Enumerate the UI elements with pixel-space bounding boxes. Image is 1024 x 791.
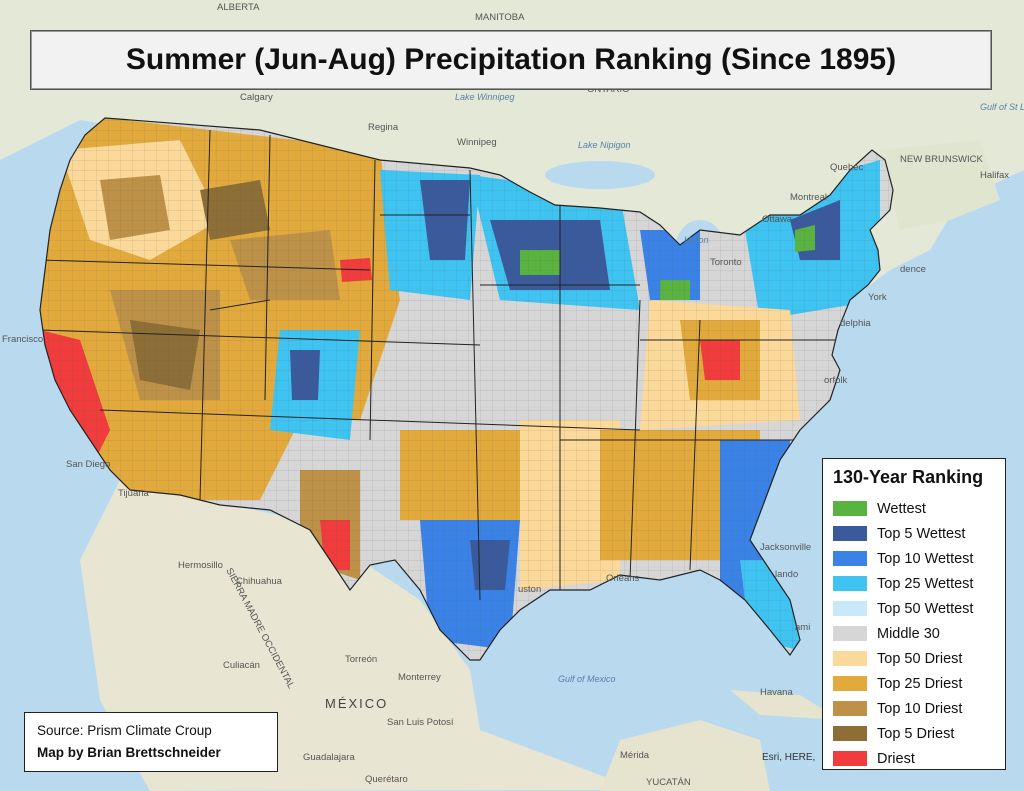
water-label: Huron [684,235,709,245]
place-label: Hermosillo [178,560,223,571]
water-label: Lake Winnipeg [455,92,514,102]
place-label: Torreón [345,654,377,665]
map-title: Summer (Jun-Aug) Precipitation Ranking (… [125,43,897,76]
place-label: dence [900,264,926,275]
legend-swatch [833,501,867,516]
place-label: San Diego [66,459,110,470]
country-label: MÉXICO [325,696,388,711]
legend-swatch [833,551,867,566]
legend-label: Top 50 Wettest [877,600,974,617]
place-label: Montreal [790,192,827,203]
esri-attribution: Esri, HERE, [762,752,816,763]
place-label: San Luis Potosí [387,717,454,728]
place-label: uston [518,584,541,595]
place-label: York [868,292,887,303]
legend-swatch [833,726,867,741]
legend-item: Top 50 Wettest [833,596,995,621]
source-credit: Source: Prism Climate Croup [37,723,212,738]
place-label: Jacksonville [760,542,811,553]
legend-swatch [833,701,867,716]
water-label: Gulf of Mexico [558,674,616,684]
place-label: lando [775,569,798,580]
legend-label: Top 25 Wettest [877,575,974,592]
legend-title: 130-Year Ranking [833,467,984,487]
state-borders [40,129,840,601]
place-label: Halifax [980,170,1009,181]
legend-label: Middle 30 [877,625,940,642]
legend-label: Top 5 Driest [877,725,955,742]
legend-swatch [833,751,867,766]
place-label: Toronto [710,257,742,268]
legend-label: Wettest [877,500,926,517]
credits-box: Source: Prism Climate Croup Map by Brian… [24,712,278,772]
legend-label: Top 50 Driest [877,650,963,667]
place-label: YUCATÁN [646,777,691,788]
place-label: Orleans [606,573,640,584]
legend-swatch [833,626,867,641]
legend-item: Top 50 Driest [833,646,995,671]
place-label: delphia [840,318,871,329]
place-label: Mérida [620,750,650,761]
legend-label: Top 25 Driest [877,675,963,692]
place-label: ALBERTA [217,2,260,13]
place-label: orfolk [824,375,847,386]
water-label: Gulf of St Lawrence [980,102,1024,112]
legend-swatch [833,601,867,616]
place-label: Guadalajara [303,752,355,763]
legend-label: Top 5 Wettest [877,525,966,542]
legend-swatch [833,526,867,541]
place-label: MANITOBA [475,12,525,23]
author-credit: Map by Brian Brettschneider [37,745,221,760]
yucatan-landmass [600,720,770,791]
legend-item: Top 5 Wettest [833,521,995,546]
place-label: Winnipeg [457,137,497,148]
place-label: NEW BRUNSWICK [900,154,984,165]
legend-swatch [833,576,867,591]
place-label: Calgary [240,92,273,103]
legend-item: Top 25 Driest [833,671,995,696]
place-label: Querétaro [365,774,408,785]
map-title-box: Summer (Jun-Aug) Precipitation Ranking (… [30,30,992,90]
place-label: Tijuana [118,488,150,499]
place-label: Chihuahua [236,576,283,587]
legend-item: Middle 30 [833,621,995,646]
lake-superior [545,161,655,189]
legend-item: Top 10 Driest [833,696,995,721]
legend-item: Top 10 Wettest [833,546,995,571]
legend-label: Top 10 Wettest [877,550,974,567]
legend-label: Driest [877,750,915,767]
place-label: Regina [368,122,399,133]
water-label: Lake Nipigon [578,140,631,150]
place-label: Quebec [830,162,864,173]
legend-swatch [833,676,867,691]
cuba-landmass [730,690,840,720]
legend-item: Top 5 Driest [833,721,995,746]
place-label: Francisco [2,334,43,345]
legend-swatch [833,651,867,666]
place-label: ami [795,622,810,633]
place-label: Havana [760,687,793,698]
place-label: Culiacán [223,660,260,671]
place-label: Ottawa [762,214,793,225]
legend: 130-Year Ranking Wettest Top 5 Wettest Top… [822,458,1006,770]
place-label: Monterrey [398,672,441,683]
legend-item: Driest [833,746,995,771]
legend-item: Wettest [833,496,995,521]
legend-label: Top 10 Driest [877,700,963,717]
legend-item: Top 25 Wettest [833,571,995,596]
